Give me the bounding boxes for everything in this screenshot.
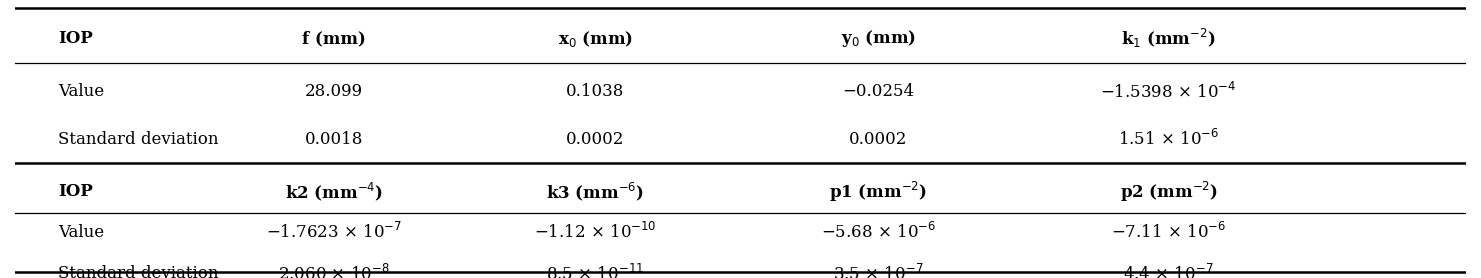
Text: 1.51 × 10$^{-6}$: 1.51 × 10$^{-6}$: [1118, 129, 1219, 149]
Text: Value: Value: [58, 224, 105, 241]
Text: k$_1$ (mm$^{-2}$): k$_1$ (mm$^{-2}$): [1121, 27, 1216, 51]
Text: −1.7623 × 10$^{-7}$: −1.7623 × 10$^{-7}$: [267, 222, 403, 242]
Text: x$_0$ (mm): x$_0$ (mm): [558, 29, 632, 49]
Text: 8.5 × 10$^{-11}$: 8.5 × 10$^{-11}$: [546, 264, 644, 278]
Text: p1 (mm$^{-2}$): p1 (mm$^{-2}$): [829, 180, 927, 204]
Text: 0.0002: 0.0002: [849, 130, 908, 148]
Text: −5.68 × 10$^{-6}$: −5.68 × 10$^{-6}$: [820, 222, 936, 242]
Text: Value: Value: [58, 83, 105, 100]
Text: f (mm): f (mm): [302, 30, 366, 48]
Text: Standard deviation: Standard deviation: [58, 265, 219, 278]
Text: 28.099: 28.099: [305, 83, 363, 100]
Text: −1.5398 × 10$^{-4}$: −1.5398 × 10$^{-4}$: [1100, 82, 1237, 102]
Text: 0.0018: 0.0018: [305, 130, 363, 148]
Text: p2 (mm$^{-2}$): p2 (mm$^{-2}$): [1120, 180, 1217, 204]
Text: y$_0$ (mm): y$_0$ (mm): [841, 28, 915, 49]
Text: k2 (mm$^{-4}$): k2 (mm$^{-4}$): [286, 181, 384, 203]
Text: 0.1038: 0.1038: [566, 83, 625, 100]
Text: −1.12 × 10$^{-10}$: −1.12 × 10$^{-10}$: [535, 222, 656, 242]
Text: 0.0002: 0.0002: [566, 130, 625, 148]
Text: 4.4 × 10$^{-7}$: 4.4 × 10$^{-7}$: [1124, 264, 1214, 278]
Text: 3.5 × 10$^{-7}$: 3.5 × 10$^{-7}$: [834, 264, 924, 278]
Text: IOP: IOP: [58, 30, 93, 48]
Text: k3 (mm$^{-6}$): k3 (mm$^{-6}$): [546, 181, 644, 203]
Text: −7.11 × 10$^{-6}$: −7.11 × 10$^{-6}$: [1111, 222, 1226, 242]
Text: Standard deviation: Standard deviation: [58, 130, 219, 148]
Text: IOP: IOP: [58, 183, 93, 200]
Text: −0.0254: −0.0254: [843, 83, 914, 100]
Text: 2.060 × 10$^{-8}$: 2.060 × 10$^{-8}$: [278, 264, 390, 278]
